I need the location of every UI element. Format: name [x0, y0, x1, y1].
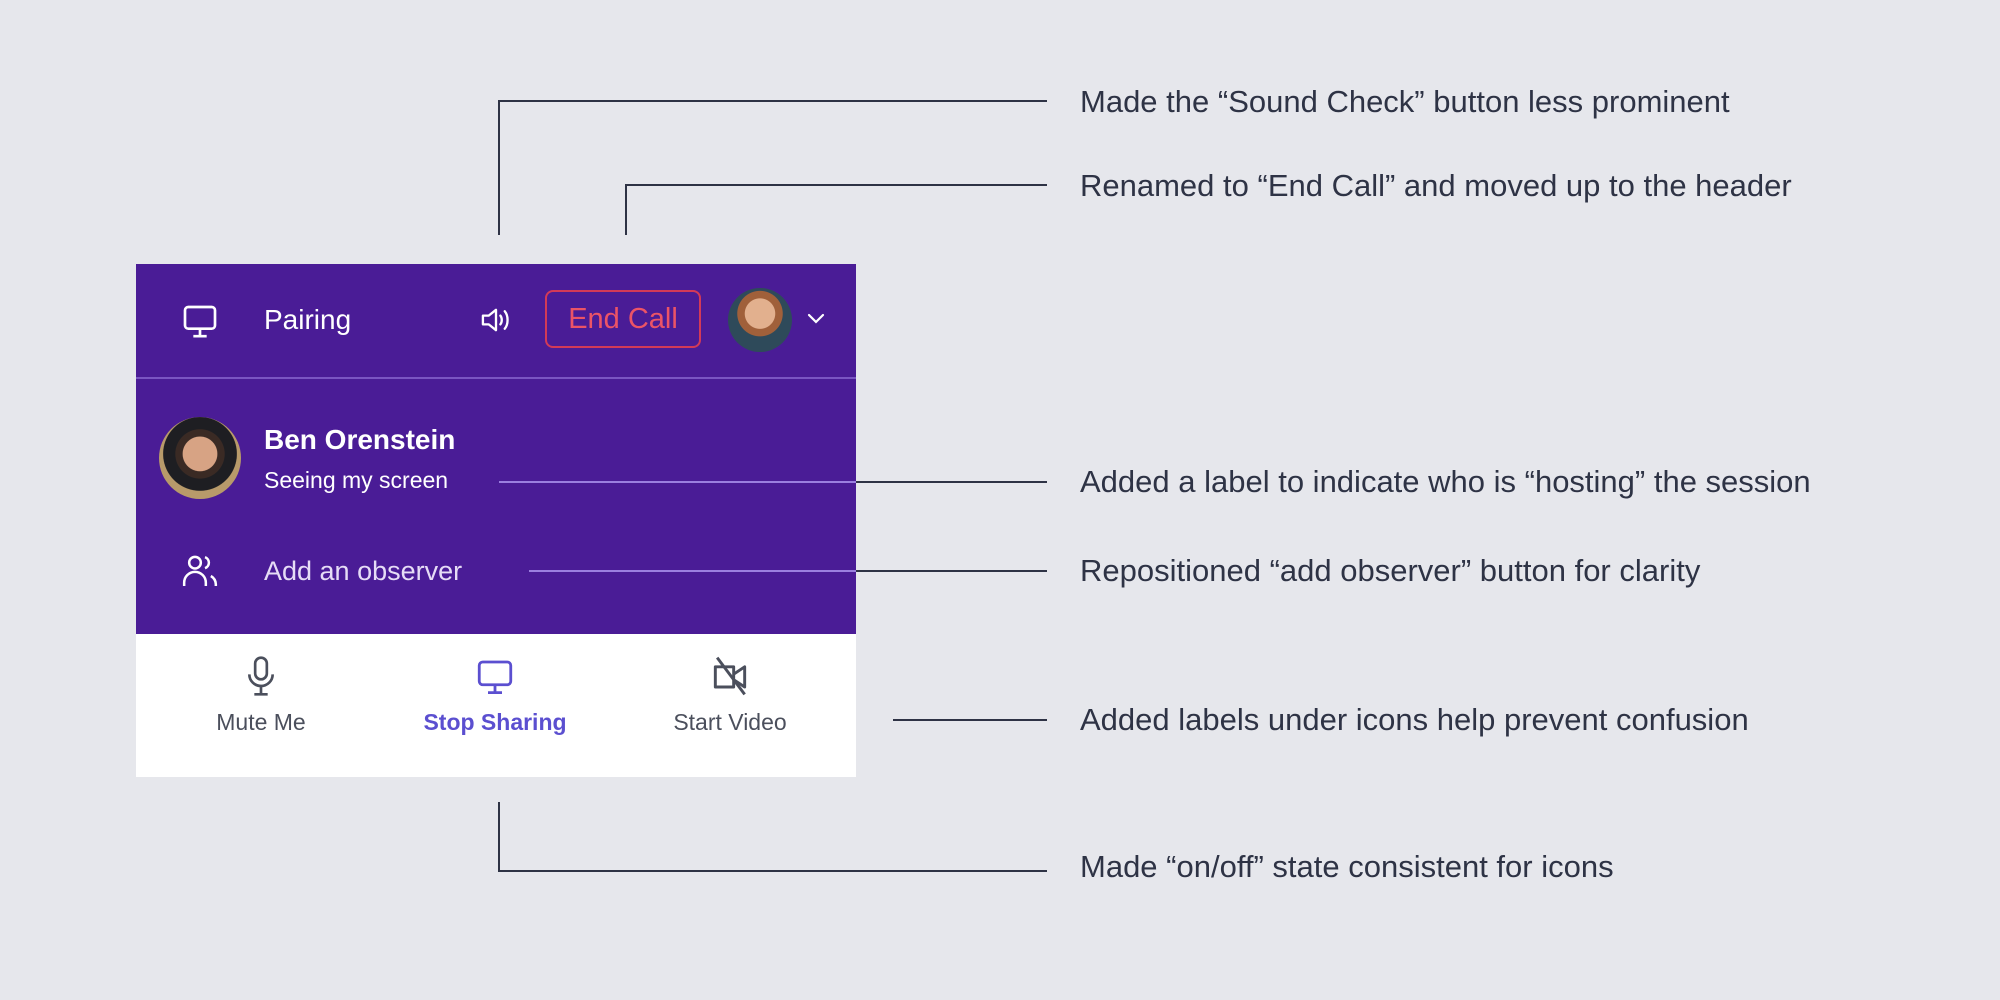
connector-line — [893, 719, 1047, 721]
microphone-icon — [248, 656, 274, 696]
stop-sharing-button[interactable]: Stop Sharing — [395, 654, 595, 736]
connector-line — [856, 481, 1047, 483]
add-observer-button[interactable]: Add an observer — [264, 556, 463, 586]
video-off-icon — [713, 656, 747, 696]
connector-line — [529, 570, 856, 572]
call-panel: Pairing End Call Ben Orenstein Seeing my… — [136, 264, 856, 777]
connector-line — [499, 481, 856, 483]
annotation-sound-check: Made the “Sound Check” button less promi… — [1080, 84, 1730, 119]
mute-label: Mute Me — [216, 709, 306, 735]
avatar[interactable] — [728, 288, 792, 352]
connector-line — [498, 100, 500, 235]
host-status: Seeing my screen — [264, 467, 449, 493]
host-avatar — [159, 417, 241, 499]
speaker-icon[interactable] — [478, 304, 514, 336]
session-title: Pairing — [264, 304, 352, 335]
users-icon[interactable] — [180, 551, 220, 591]
connector-line — [856, 570, 1047, 572]
start-video-label: Start Video — [673, 709, 787, 735]
stop-sharing-label: Stop Sharing — [423, 709, 567, 735]
header-divider — [136, 377, 856, 379]
host-name: Ben Orenstein — [264, 424, 456, 455]
monitor-icon — [183, 305, 217, 338]
connector-line — [625, 184, 1047, 186]
connector-line — [625, 184, 627, 235]
annotation-add-observer: Repositioned “add observer” button for c… — [1080, 553, 1701, 588]
start-video-button[interactable]: Start Video — [630, 654, 830, 736]
annotation-end-call: Renamed to “End Call” and moved up to th… — [1080, 168, 1792, 203]
annotation-on-off-state: Made “on/off” state consistent for icons — [1080, 849, 1614, 884]
call-header-area: Pairing End Call Ben Orenstein Seeing my… — [136, 264, 856, 634]
connector-line — [498, 802, 500, 871]
annotation-host-label: Added a label to indicate who is “hostin… — [1080, 464, 1811, 499]
chevron-down-icon[interactable] — [804, 309, 828, 329]
mute-button[interactable]: Mute Me — [161, 654, 361, 736]
connector-line — [498, 870, 1047, 872]
annotation-icon-labels: Added labels under icons help prevent co… — [1080, 702, 1749, 737]
end-call-button[interactable]: End Call — [545, 290, 701, 348]
connector-line — [498, 100, 1047, 102]
monitor-icon — [477, 660, 513, 695]
